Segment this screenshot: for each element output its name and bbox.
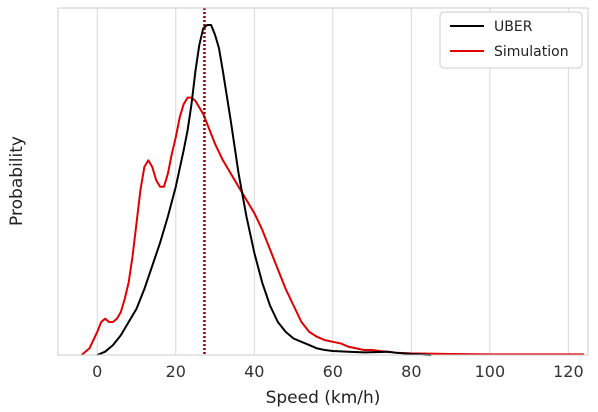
x-tick-label-0: 0 xyxy=(92,362,102,381)
x-tick-label-80: 80 xyxy=(401,362,421,381)
series-line-uber xyxy=(96,24,432,356)
x-axis-label: Speed (km/h) xyxy=(266,388,381,408)
x-tick-label-40: 40 xyxy=(244,362,264,381)
plot-frame xyxy=(57,7,589,356)
series-layer xyxy=(80,24,585,356)
series-line-simulation xyxy=(80,96,585,356)
legend-label-simulation: Simulation xyxy=(494,44,569,60)
x-tick-labels: 0 20 40 60 80 100 120 xyxy=(92,362,583,381)
legend: UBER Simulation xyxy=(439,11,583,69)
x-tick-label-100: 100 xyxy=(475,362,506,381)
x-tick-label-120: 120 xyxy=(553,362,584,381)
x-tick-label-20: 20 xyxy=(166,362,186,381)
legend-label-uber: UBER xyxy=(494,19,533,35)
grid-lines xyxy=(96,8,569,355)
x-tick-label-60: 60 xyxy=(323,362,343,381)
y-axis-label: Probability xyxy=(7,136,27,226)
